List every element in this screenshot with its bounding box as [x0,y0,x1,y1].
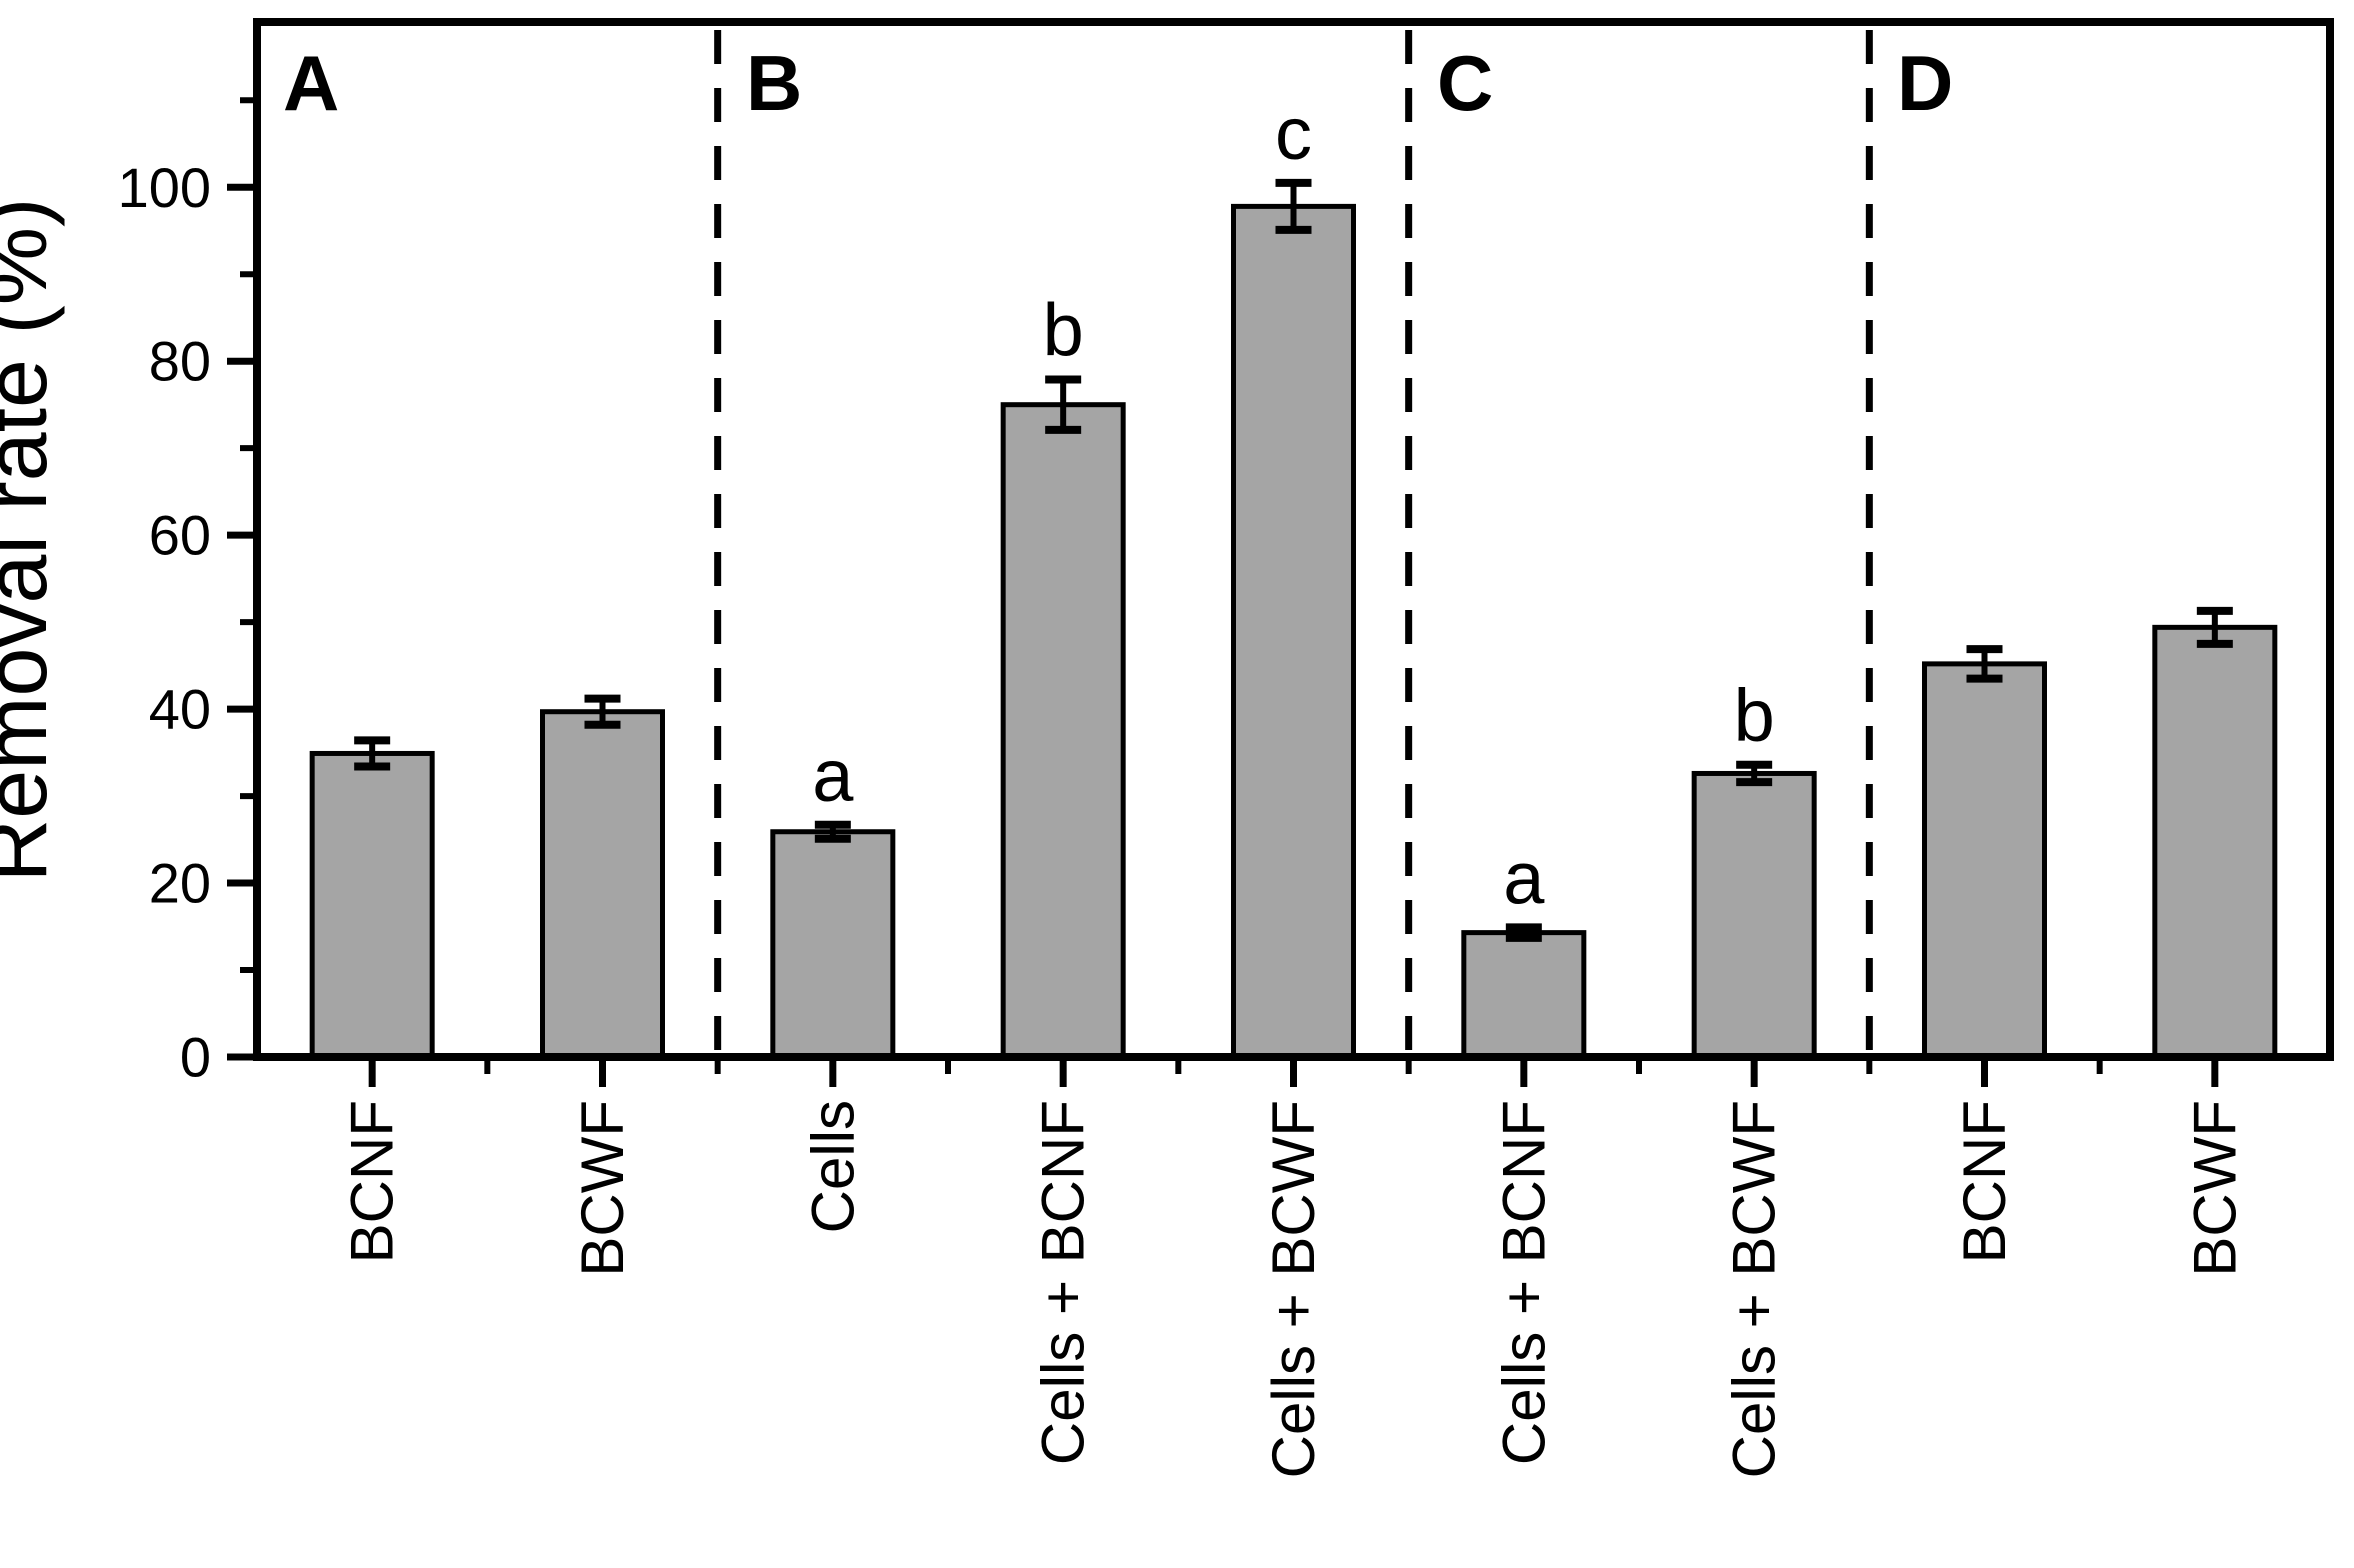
y-tick-label: 40 [149,678,211,741]
y-tick-label: 20 [149,852,211,915]
panel-letter-a: A [283,39,339,127]
x-category-label: Cells + BCWF [1260,1100,1327,1478]
significance-letter: b [1734,674,1775,757]
y-tick-label: 0 [180,1026,211,1089]
x-category-label: BCNF [1951,1100,2018,1263]
plot-frame [253,18,2334,1061]
bar-bcwf [540,709,665,1060]
y-tick-label: 60 [149,504,211,567]
significance-letter: a [1503,836,1545,919]
x-category-label: Cells + BCNF [1490,1100,1557,1465]
panel-letter-b: B [746,39,802,127]
bar-cells-bcnf [1000,402,1126,1060]
bar-bcnf [309,750,435,1060]
significance-letter: a [812,734,854,817]
significance-letter: b [1043,288,1084,371]
x-category-label: BCNF [339,1100,406,1263]
bar-cells-bcwf [1231,203,1356,1060]
panel-letter-d: D [1897,39,1953,127]
x-category-label: Cells + BCWF [1721,1100,1788,1478]
y-tick-label: 80 [149,330,211,393]
x-category-label: BCWF [569,1100,636,1277]
y-axis-title: Removal rate (%) [0,198,65,883]
bar-bcnf [1922,661,2047,1060]
y-tick-label: 100 [118,156,211,219]
x-category-label: BCWF [2181,1100,2248,1277]
bar-cells-bcwf [1691,770,1817,1060]
bar-bcwf [2152,624,2278,1060]
x-category-label: Cells + BCNF [1030,1100,1097,1465]
panel-letter-c: C [1437,39,1493,127]
bar-cells-bcnf [1461,930,1587,1060]
x-category-label: Cells [799,1100,866,1233]
chart-generated-content: 0 20 40 60 80 100 BCNF BCWF a Cells b Cells + BCNF c… [118,18,2334,1478]
significance-letter: c [1275,92,1312,175]
bar-cells [770,829,896,1060]
